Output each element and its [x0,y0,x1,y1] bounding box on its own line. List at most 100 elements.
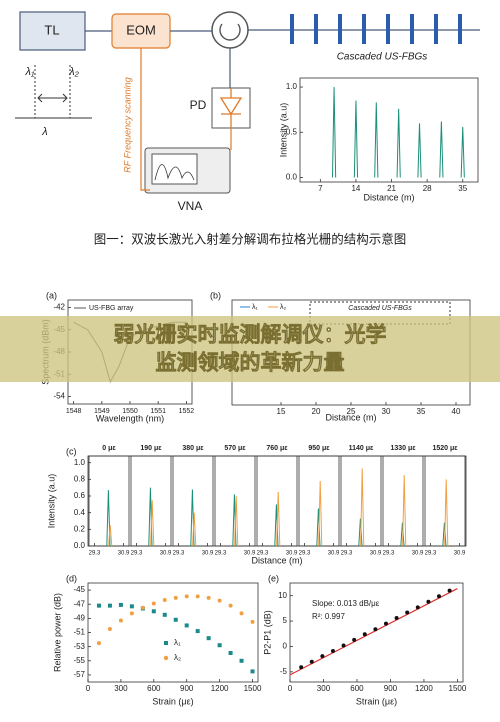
x-tick-label: 30.9 [202,551,214,557]
point [405,610,410,615]
y-tick-label: 0.0 [74,541,86,550]
x-tick-label: 1500 [244,684,262,693]
point [415,605,420,610]
point [330,649,335,654]
legend-label: λ₁ [252,304,259,311]
x-tick-label: 600 [147,684,161,693]
x-tick-label: 0 [86,684,91,693]
point [173,595,178,600]
y-axis-label: Intensity (a.u) [46,474,56,529]
point [107,626,112,631]
y-axis-label: P2-P1 (dB) [262,610,272,655]
peak [353,100,359,178]
point [320,654,325,659]
panel-label: (a) [46,290,57,300]
fbg-bars [290,14,462,44]
x-tick-label: 1500 [449,684,467,693]
point [195,629,200,634]
legend-label: US-FBG array [89,305,134,312]
x-tick-label: 600 [350,684,364,693]
tl-label: TL [44,22,59,37]
y-tick-label: -54 [53,392,65,401]
y-tick-label: -51 [73,628,85,637]
x-tick-label: 1548 [66,408,82,415]
y-tick-label: -49 [73,613,85,622]
vna-trace [154,164,195,181]
point [447,588,452,593]
point [140,605,145,610]
legend-label: λ₂ [280,304,287,311]
strain-label: 1330 με [390,445,416,452]
peak [150,500,155,547]
x-tick-label: 29.3 [215,551,227,557]
peak [396,108,401,178]
y-tick-label: 0.0 [286,173,298,182]
diode [219,88,243,128]
x-tick-label: 30.9 [244,551,256,557]
fbg-box-label: Cascaded US-FBGs [348,305,412,312]
peak [192,512,197,547]
point [239,611,244,616]
legend-swatch [164,641,168,645]
point [362,632,367,637]
y-tick-label: 0.5 [286,127,298,136]
x-tick-label: 29.3 [341,551,353,557]
pd-label: PD [190,98,207,112]
y-axis-label: Relative power (dB) [52,593,62,672]
peak [360,468,365,547]
r2-annotation: R²: 0.997 [312,612,345,621]
y-tick-label: 1.0 [286,82,298,91]
legend-label: λ₁ [174,638,181,647]
x-tick-label: 35 [458,184,467,193]
plot-frame [289,582,464,683]
peak [358,518,363,547]
legend-swatch [163,655,169,661]
y-tick-label: -5 [280,667,288,676]
x-axis-label: Distance (m) [325,412,376,422]
x-tick-label: 1200 [211,684,229,693]
y-tick-label: -57 [73,670,85,679]
x-axis-label: Distance (m) [363,192,414,202]
lambda2-label: λ₂ [68,66,79,78]
x-tick-label: 1550 [122,408,138,415]
strain-label: 570 με [224,445,246,452]
y-tick-label: 5 [283,616,288,625]
x-tick-label: 1549 [94,408,110,415]
rf-label: RF Frequency scanning [122,77,132,172]
point [426,599,431,604]
x-tick-label: 29.3 [89,551,101,557]
strain-label: 1520 με [432,445,458,452]
banner: 弱光栅实时监测解调仪：光学 监测领域的革新力量 [0,316,500,382]
point [217,643,222,648]
caption: 图一：双波长激光入射差分解调布拉格光栅的结构示意图 [94,231,407,246]
x-tick-label: 900 [180,684,194,693]
peak [460,126,465,178]
point [118,618,123,623]
x-tick-label: 20 [312,407,321,416]
y-tick-label: 0.6 [74,491,86,500]
x-tick-label: 15 [277,407,286,416]
x-tick-label: 7 [318,184,323,193]
peak [444,479,449,547]
point [206,595,211,600]
x-tick-label: 29.3 [425,551,437,557]
peak [417,123,422,178]
vna-label: VNA [178,199,203,213]
x-tick-label: 30.9 [328,551,340,557]
peak [402,475,407,547]
peak [439,121,444,178]
x-axis-label: Wavelength (nm) [96,413,164,423]
point [309,659,314,664]
y-tick-label: -45 [73,585,85,594]
strain-label: 190 με [140,445,162,452]
circulator [211,11,249,49]
y-tick-label: 0.4 [74,508,86,517]
y-tick-label: 10 [278,591,287,600]
strain-label: 950 με [308,445,330,452]
point [118,602,123,607]
point [184,623,189,628]
peak [234,495,239,547]
diagram: TL EOM Cascaded US-FBGs PD VNA RF Freque… [15,11,480,213]
point [341,643,346,648]
circulator-arrow [219,23,241,41]
